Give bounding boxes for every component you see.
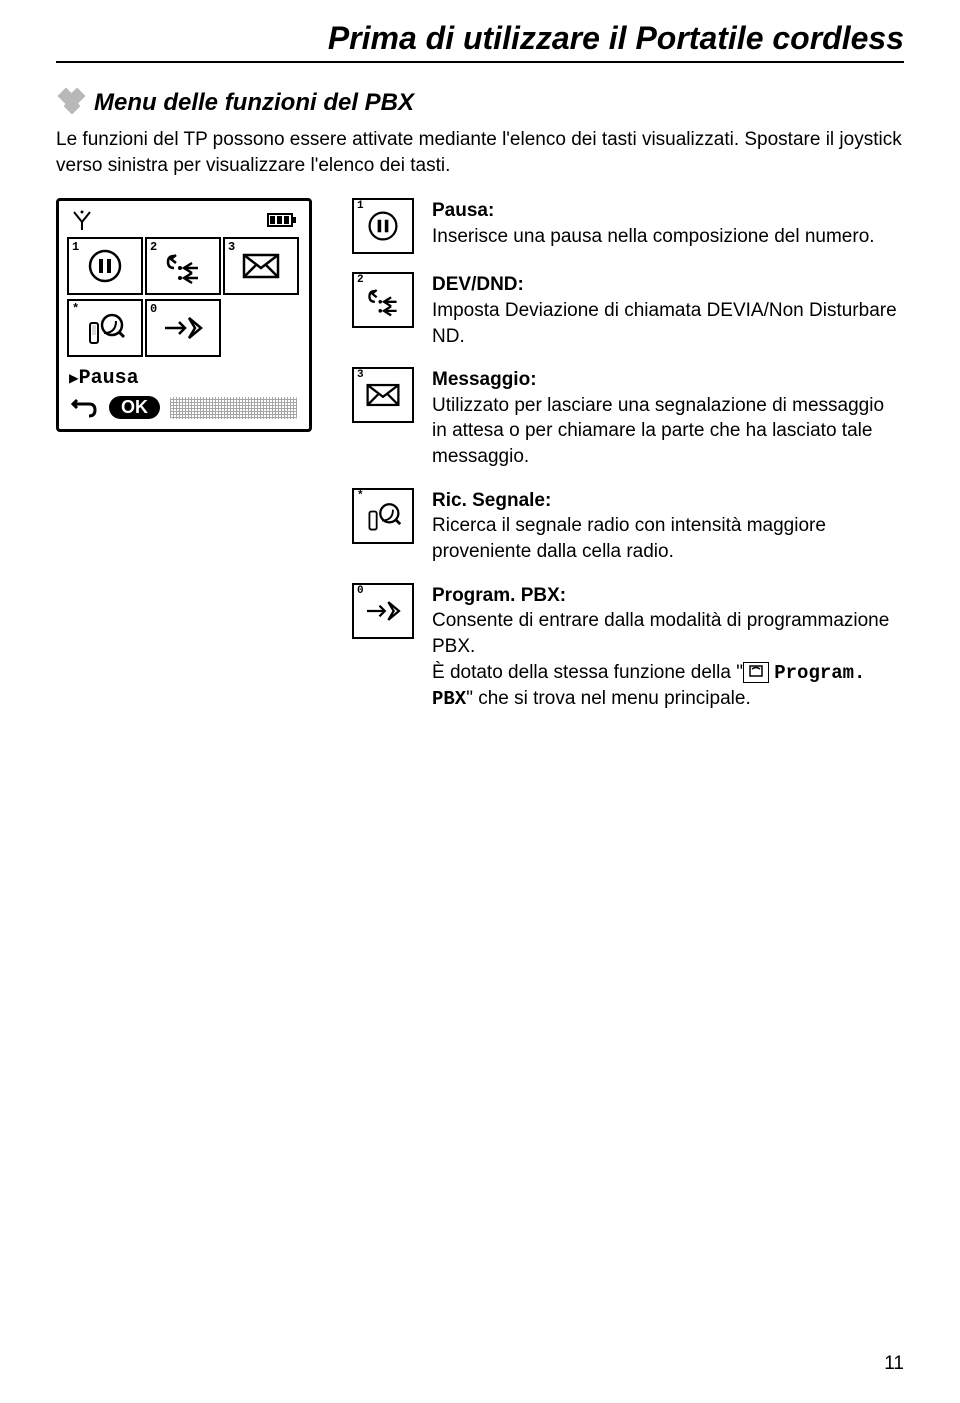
pause-icon <box>366 209 400 243</box>
def-program: 0 Program. PBX: Consente di entrare dall… <box>352 583 904 713</box>
def-body-2: Imposta Deviazione di chiamata DEVIA/Non… <box>432 300 897 347</box>
main-content-row: 1 2 <box>56 198 904 731</box>
screen-cell-5: 0 <box>145 299 221 357</box>
def-pausa: 1 Pausa: Inserisce una pausa nella compo… <box>352 198 904 254</box>
program-icon <box>161 310 205 346</box>
def-body-4: Ricerca il segnale radio con intensità m… <box>432 515 826 562</box>
screen-cell-4: * <box>67 299 143 357</box>
signal-search-icon <box>84 307 126 349</box>
section-intro: Le funzioni del TP possono essere attiva… <box>56 127 904 178</box>
def-body-5b-post: " che si trova nel menu principale. <box>466 688 751 709</box>
cell-num-5: 0 <box>150 302 157 316</box>
def-messaggio: 3 Messaggio: Utilizzato per lasciare una… <box>352 367 904 470</box>
def-num-3: 3 <box>357 369 364 381</box>
def-body-5a: Consente di entrare dalla modalità di pr… <box>432 610 889 657</box>
def-num-2: 2 <box>357 274 364 286</box>
selection-text: Pausa <box>79 367 139 390</box>
cell-num-4: * <box>72 302 79 316</box>
devdnd-icon <box>162 246 204 286</box>
def-devdnd: 2 DEV/DND: Imposta Deviazione di chiamat… <box>352 272 904 349</box>
def-body-1: Inserisce una pausa nella composizione d… <box>432 226 875 247</box>
cell-num-2: 2 <box>150 240 157 254</box>
def-icon-ricsegnale: * <box>352 488 414 544</box>
diamond-bullet-icon <box>56 90 88 116</box>
screen-cell-2: 2 <box>145 237 221 295</box>
section-heading: Menu delle funzioni del PBX <box>56 89 904 117</box>
devdnd-icon <box>364 281 402 319</box>
section-title: Menu delle funzioni del PBX <box>94 89 414 117</box>
def-body-5b-pre: È dotato della stessa funzione della " <box>432 662 743 683</box>
def-title-2: DEV/DND: <box>432 274 524 295</box>
def-icon-devdnd: 2 <box>352 272 414 328</box>
def-title-4: Ric. Segnale: <box>432 490 551 511</box>
def-title-5: Program. PBX: <box>432 585 566 606</box>
def-icon-program: 0 <box>352 583 414 639</box>
screen-selection-label: ▶Pausa <box>67 361 301 394</box>
program-icon <box>363 595 403 627</box>
page-number: 11 <box>884 1353 904 1375</box>
screen-cell-empty <box>223 299 299 357</box>
def-body-3: Utilizzato per lasciare una segnalazione… <box>432 395 884 467</box>
screen-cell-1: 1 <box>67 237 143 295</box>
screen-cell-3: 3 <box>223 237 299 295</box>
def-icon-pausa: 1 <box>352 198 414 254</box>
signal-search-icon <box>364 497 402 535</box>
handset-screen-illustration: 1 2 <box>56 198 312 432</box>
def-num-1: 1 <box>357 200 364 212</box>
hatched-area <box>170 397 297 419</box>
def-title-1: Pausa: <box>432 200 494 221</box>
header-rule <box>56 61 904 63</box>
caret-icon: ▶ <box>69 370 79 388</box>
envelope-icon <box>364 380 402 410</box>
def-title-3: Messaggio: <box>432 369 537 390</box>
def-num-4: * <box>357 490 364 502</box>
cell-num-1: 1 <box>72 240 79 254</box>
inline-phone-icon <box>743 662 769 683</box>
battery-icon <box>267 212 297 228</box>
ok-button: OK <box>109 396 160 419</box>
page-header-title: Prima di utilizzare il Portatile cordles… <box>56 20 904 57</box>
envelope-icon <box>240 250 282 282</box>
cell-num-3: 3 <box>228 240 235 254</box>
antenna-icon <box>71 209 93 231</box>
def-icon-messaggio: 3 <box>352 367 414 423</box>
definitions-list: 1 Pausa: Inserisce una pausa nella compo… <box>352 198 904 731</box>
def-ricsegnale: * Ric. Segnale: Ricerca il segnale radio… <box>352 488 904 565</box>
def-num-5: 0 <box>357 585 364 597</box>
back-icon <box>71 397 99 419</box>
pause-icon <box>86 247 124 285</box>
